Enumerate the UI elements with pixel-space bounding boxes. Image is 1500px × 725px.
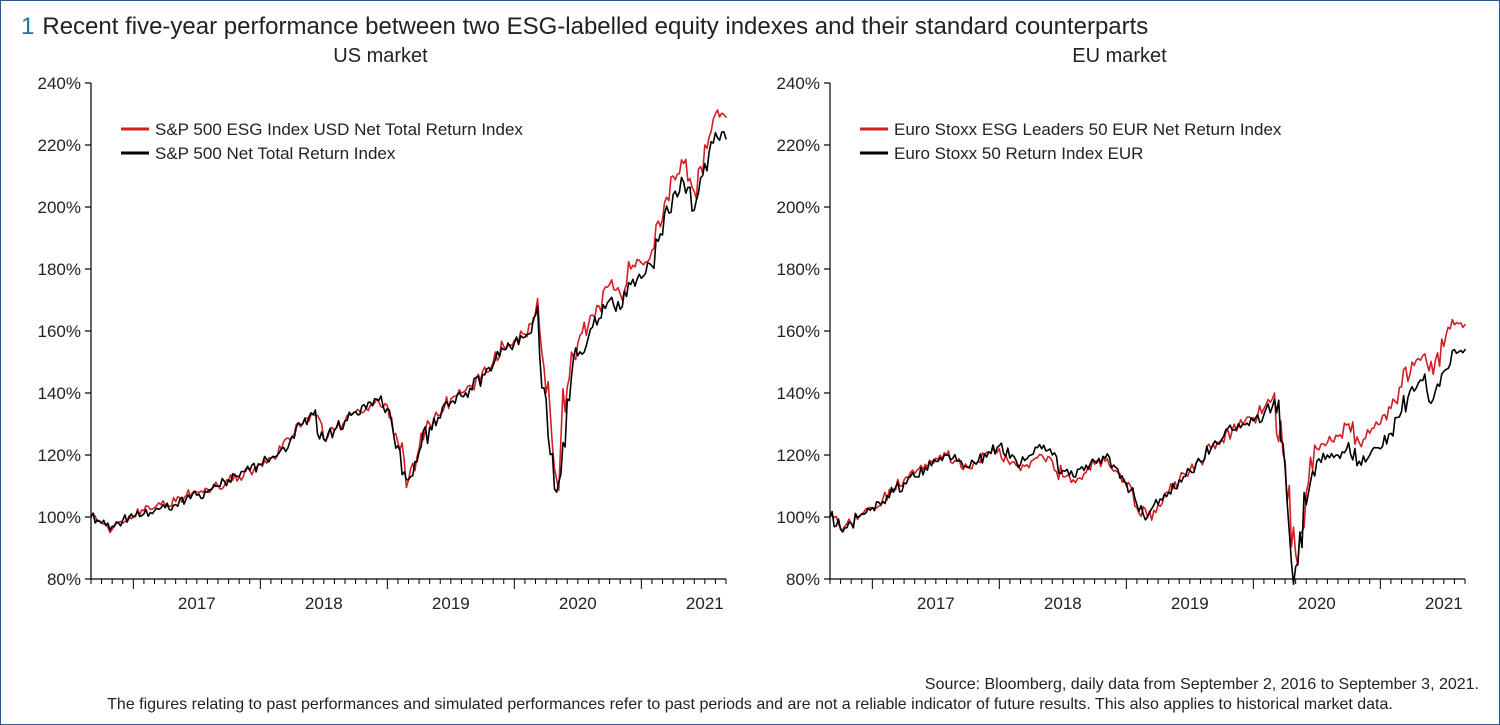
- svg-text:240%: 240%: [38, 74, 81, 93]
- svg-text:2018: 2018: [305, 594, 343, 613]
- figure-title-text: Recent five-year performance between two…: [42, 13, 1148, 40]
- chart-us-subtitle: US market: [21, 45, 740, 71]
- svg-text:100%: 100%: [777, 508, 820, 527]
- chart-eu-svg: 80% 100% 120% 140% 160% 180% 200% 220% 240% 2017 2…: [760, 71, 1479, 625]
- svg-text:160%: 160%: [38, 322, 81, 341]
- svg-text:240%: 240%: [777, 74, 820, 93]
- svg-text:2021: 2021: [1425, 594, 1463, 613]
- svg-text:180%: 180%: [777, 260, 820, 279]
- svg-text:80%: 80%: [47, 570, 81, 589]
- svg-text:80%: 80%: [786, 570, 820, 589]
- chart-us-svg: 80% 100% 120% 140% 160% 180% 200% 220% 240% 2017 2…: [21, 71, 740, 625]
- svg-text:140%: 140%: [777, 384, 820, 403]
- chart-eu-subtitle: EU market: [760, 45, 1479, 71]
- svg-text:140%: 140%: [38, 384, 81, 403]
- svg-text:220%: 220%: [38, 136, 81, 155]
- svg-text:160%: 160%: [777, 322, 820, 341]
- svg-text:2017: 2017: [178, 594, 216, 613]
- svg-text:S&P 500 ESG Index USD Net Tota: S&P 500 ESG Index USD Net Total Return I…: [155, 120, 523, 139]
- figure-title: 1 Recent five-year performance between tw…: [21, 13, 1479, 41]
- figure-number: 1: [21, 13, 34, 40]
- svg-text:2019: 2019: [432, 594, 470, 613]
- svg-text:200%: 200%: [777, 198, 820, 217]
- svg-text:Euro Stoxx 50 Return Index EUR: Euro Stoxx 50 Return Index EUR: [894, 144, 1143, 163]
- chart-eu: EU market 80% 100% 120% 140% 160% 180% 200% 220…: [760, 45, 1479, 625]
- source-line: Source: Bloomberg, daily data from Septe…: [21, 676, 1479, 694]
- figure-footer: Source: Bloomberg, daily data from Septe…: [21, 676, 1479, 714]
- svg-text:2018: 2018: [1044, 594, 1082, 613]
- svg-text:2020: 2020: [1298, 594, 1336, 613]
- svg-text:2021: 2021: [686, 594, 724, 613]
- figure-frame: 1 Recent five-year performance between tw…: [0, 0, 1500, 725]
- disclaimer-line: The figures relating to past performance…: [21, 696, 1479, 714]
- svg-text:S&P 500 Net Total Return Index: S&P 500 Net Total Return Index: [155, 144, 396, 163]
- svg-text:120%: 120%: [38, 446, 81, 465]
- svg-text:200%: 200%: [38, 198, 81, 217]
- svg-text:180%: 180%: [38, 260, 81, 279]
- charts-row: US market 80% 100% 120% 140% 160% 180% 200% 220…: [21, 45, 1479, 625]
- chart-us: US market 80% 100% 120% 140% 160% 180% 200% 220…: [21, 45, 740, 625]
- svg-text:2017: 2017: [917, 594, 955, 613]
- svg-text:220%: 220%: [777, 136, 820, 155]
- svg-text:100%: 100%: [38, 508, 81, 527]
- svg-text:120%: 120%: [777, 446, 820, 465]
- svg-text:2020: 2020: [559, 594, 597, 613]
- svg-text:2019: 2019: [1171, 594, 1209, 613]
- svg-text:Euro Stoxx ESG Leaders 50 EUR: Euro Stoxx ESG Leaders 50 EUR Net Return…: [894, 120, 1282, 139]
